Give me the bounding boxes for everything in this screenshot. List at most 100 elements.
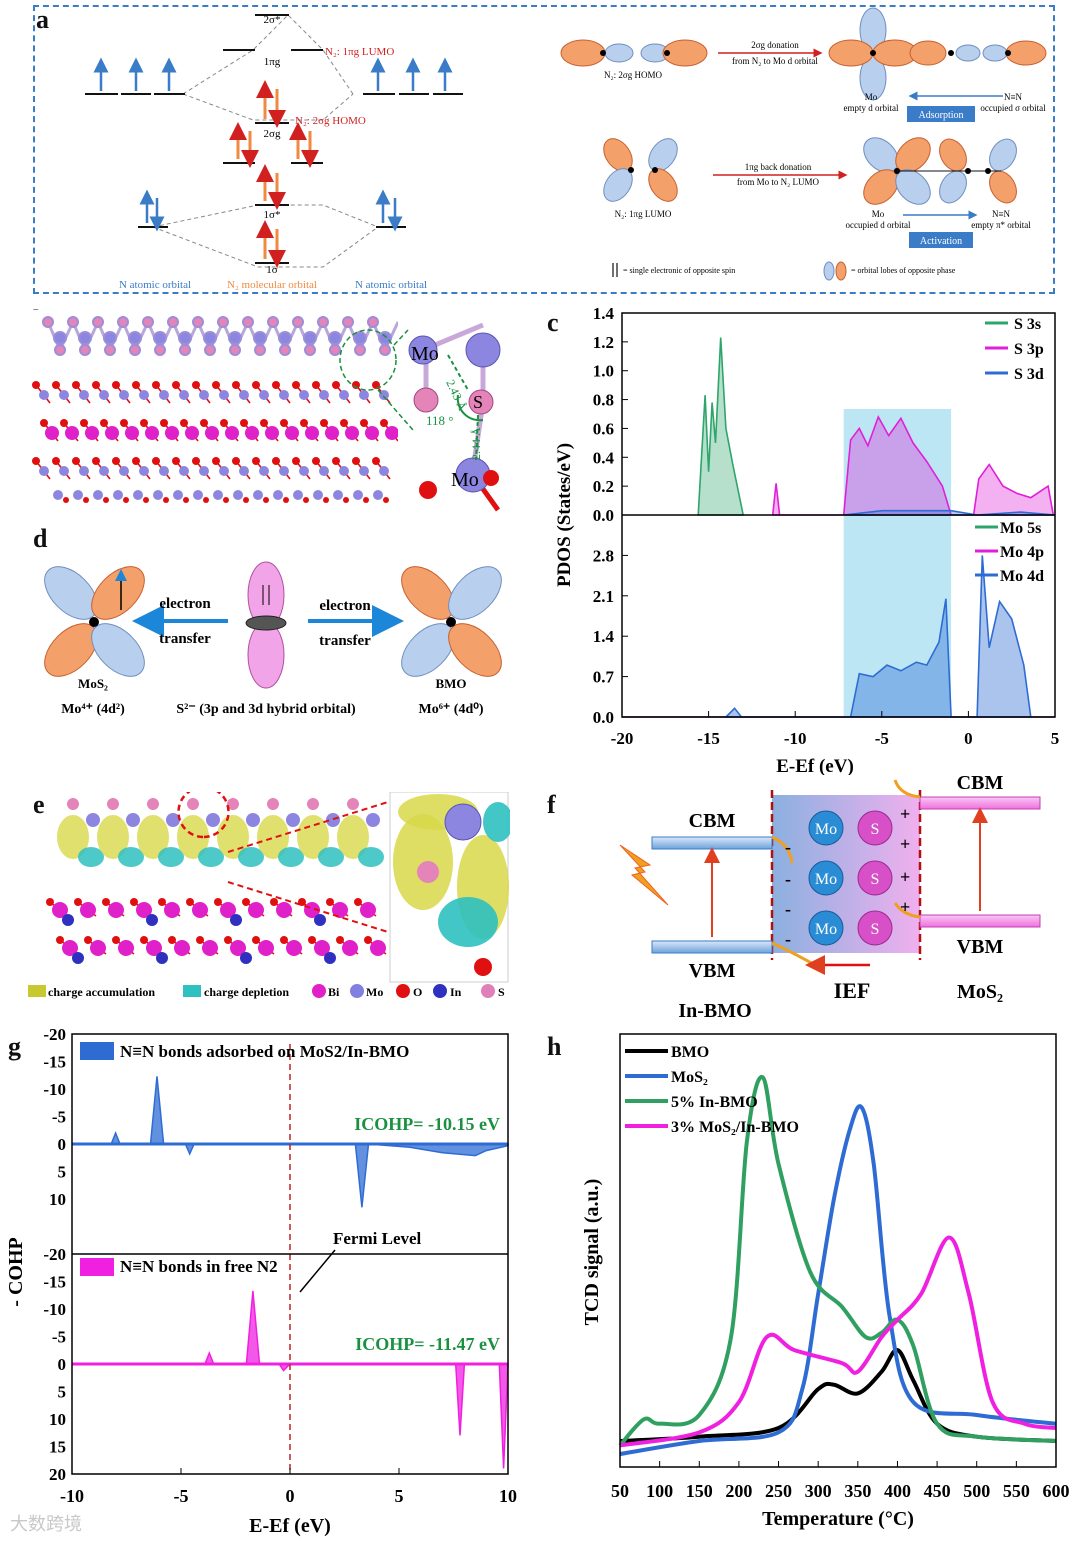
x-axis-label: E-Ef (eV) [776, 756, 854, 775]
o-atom [32, 381, 40, 389]
o-atom [283, 497, 289, 503]
x-tick-label: 550 [1003, 1481, 1030, 1501]
minus-1: - [785, 837, 791, 857]
y-tick-label-top: 0.6 [593, 419, 614, 438]
panel-a-letter: a [36, 5, 49, 34]
bi-atom [52, 902, 68, 918]
y-tick-label-bottom: 0.7 [593, 668, 615, 687]
metal-atom [359, 390, 369, 400]
mo-atom [253, 490, 263, 500]
o-atom [112, 381, 120, 389]
metal-atom [79, 390, 89, 400]
metal-atom [145, 426, 159, 440]
o-atom [232, 381, 240, 389]
metal-atom [279, 466, 289, 476]
metal-atom [59, 390, 69, 400]
s-atom [347, 798, 359, 810]
bi-atom [174, 940, 190, 956]
in-atom [314, 914, 326, 926]
nn-empty-label: N≡N [992, 209, 1011, 219]
s-atom [67, 798, 79, 810]
s-atom [307, 798, 319, 810]
plus-2: + [900, 834, 910, 854]
bi-atom [118, 940, 134, 956]
cohp-bottom-area [203, 1290, 509, 1469]
bi-atom [230, 940, 246, 956]
x-axis-label: E-Ef (eV) [249, 1515, 331, 1537]
left-cbm: CBM [689, 810, 736, 832]
tcd-series-1 [619, 1104, 1057, 1456]
x-tick-label: -5 [875, 729, 889, 748]
o-atom [80, 419, 88, 427]
mo-atom [253, 331, 267, 345]
metal-atom [45, 426, 59, 440]
o-atom [168, 936, 176, 944]
x-tick-label: 500 [963, 1481, 990, 1501]
s-atom [107, 798, 119, 810]
level-1sigma-star: 1σ* [264, 209, 281, 221]
y-tick-label-bottom: 1.4 [593, 627, 615, 646]
mo-atom [213, 490, 223, 500]
metal-atom [239, 390, 249, 400]
lumo-orbital [603, 138, 678, 202]
mo-atom [273, 490, 283, 500]
s-atom [187, 798, 199, 810]
metal-atom [339, 466, 349, 476]
s-atom [192, 316, 204, 328]
o-atom [112, 936, 120, 944]
legend-depl: charge depletion [204, 985, 289, 999]
metal-atom [119, 390, 129, 400]
legend-s: S [498, 985, 505, 999]
panel-b-structure: Mo S Mo 2.43 Å 118 ° 2.44 Å [28, 310, 513, 515]
lumo-label: N₂: 1πg LUMO [325, 46, 394, 58]
metal-atom [199, 390, 209, 400]
o-atom [303, 497, 309, 503]
x-tick-label: -20 [611, 729, 634, 748]
cohp-top-area [110, 1076, 509, 1208]
plus-4: + [900, 897, 910, 917]
o-atom [40, 419, 48, 427]
o-atom [56, 936, 64, 944]
legend-2: 5% In-BMO [671, 1094, 758, 1111]
charge-depletion-blob [318, 847, 344, 867]
s-atom [354, 344, 366, 356]
metal-atom [59, 466, 69, 476]
in-atom [324, 952, 336, 964]
mo-atom [246, 813, 260, 827]
mo-atom [93, 490, 103, 500]
bi-atom [258, 940, 274, 956]
charge-accumulation-blob [97, 815, 129, 859]
o-atom [320, 419, 328, 427]
label-angle-118: 118 ° [426, 413, 453, 428]
charge-depletion-blob [358, 847, 384, 867]
legend-o: O [413, 985, 422, 999]
s-atom [67, 316, 79, 328]
footer-n-atomic-left: N atomic orbital [119, 279, 191, 291]
mo-occupied-d-orbital [863, 137, 1017, 205]
y-tick-label-top: 0.0 [593, 506, 614, 525]
o-atom [252, 381, 260, 389]
mo-atom [378, 331, 392, 345]
x-tick-label: -10 [784, 729, 807, 748]
legend-top-label: N≡N bonds adsorbed on MoS2/In-BMO [120, 1042, 409, 1061]
o-atom [252, 457, 260, 465]
o-atom [242, 898, 250, 906]
mo-atom [53, 490, 63, 500]
mo-atom-1: Mo [815, 821, 837, 838]
nn-occ-label: N≡N [1004, 92, 1023, 102]
s-atom [292, 316, 304, 328]
s-atom [279, 344, 291, 356]
legend-bottom-0: Mo 5s [1000, 520, 1041, 537]
o-atom [243, 497, 249, 503]
o-atom [52, 457, 60, 465]
plot-frame [619, 1033, 1057, 1468]
mo-atom [178, 331, 192, 345]
x-tick-label: 600 [1043, 1481, 1070, 1501]
right-vbm: VBM [957, 936, 1004, 958]
metal-atom [239, 466, 249, 476]
s-atom-1: S [871, 821, 880, 838]
tcd-series-2 [618, 1075, 1057, 1447]
legend-swatch-bottom [80, 1258, 114, 1276]
s-atom [54, 344, 66, 356]
s-atom [254, 344, 266, 356]
